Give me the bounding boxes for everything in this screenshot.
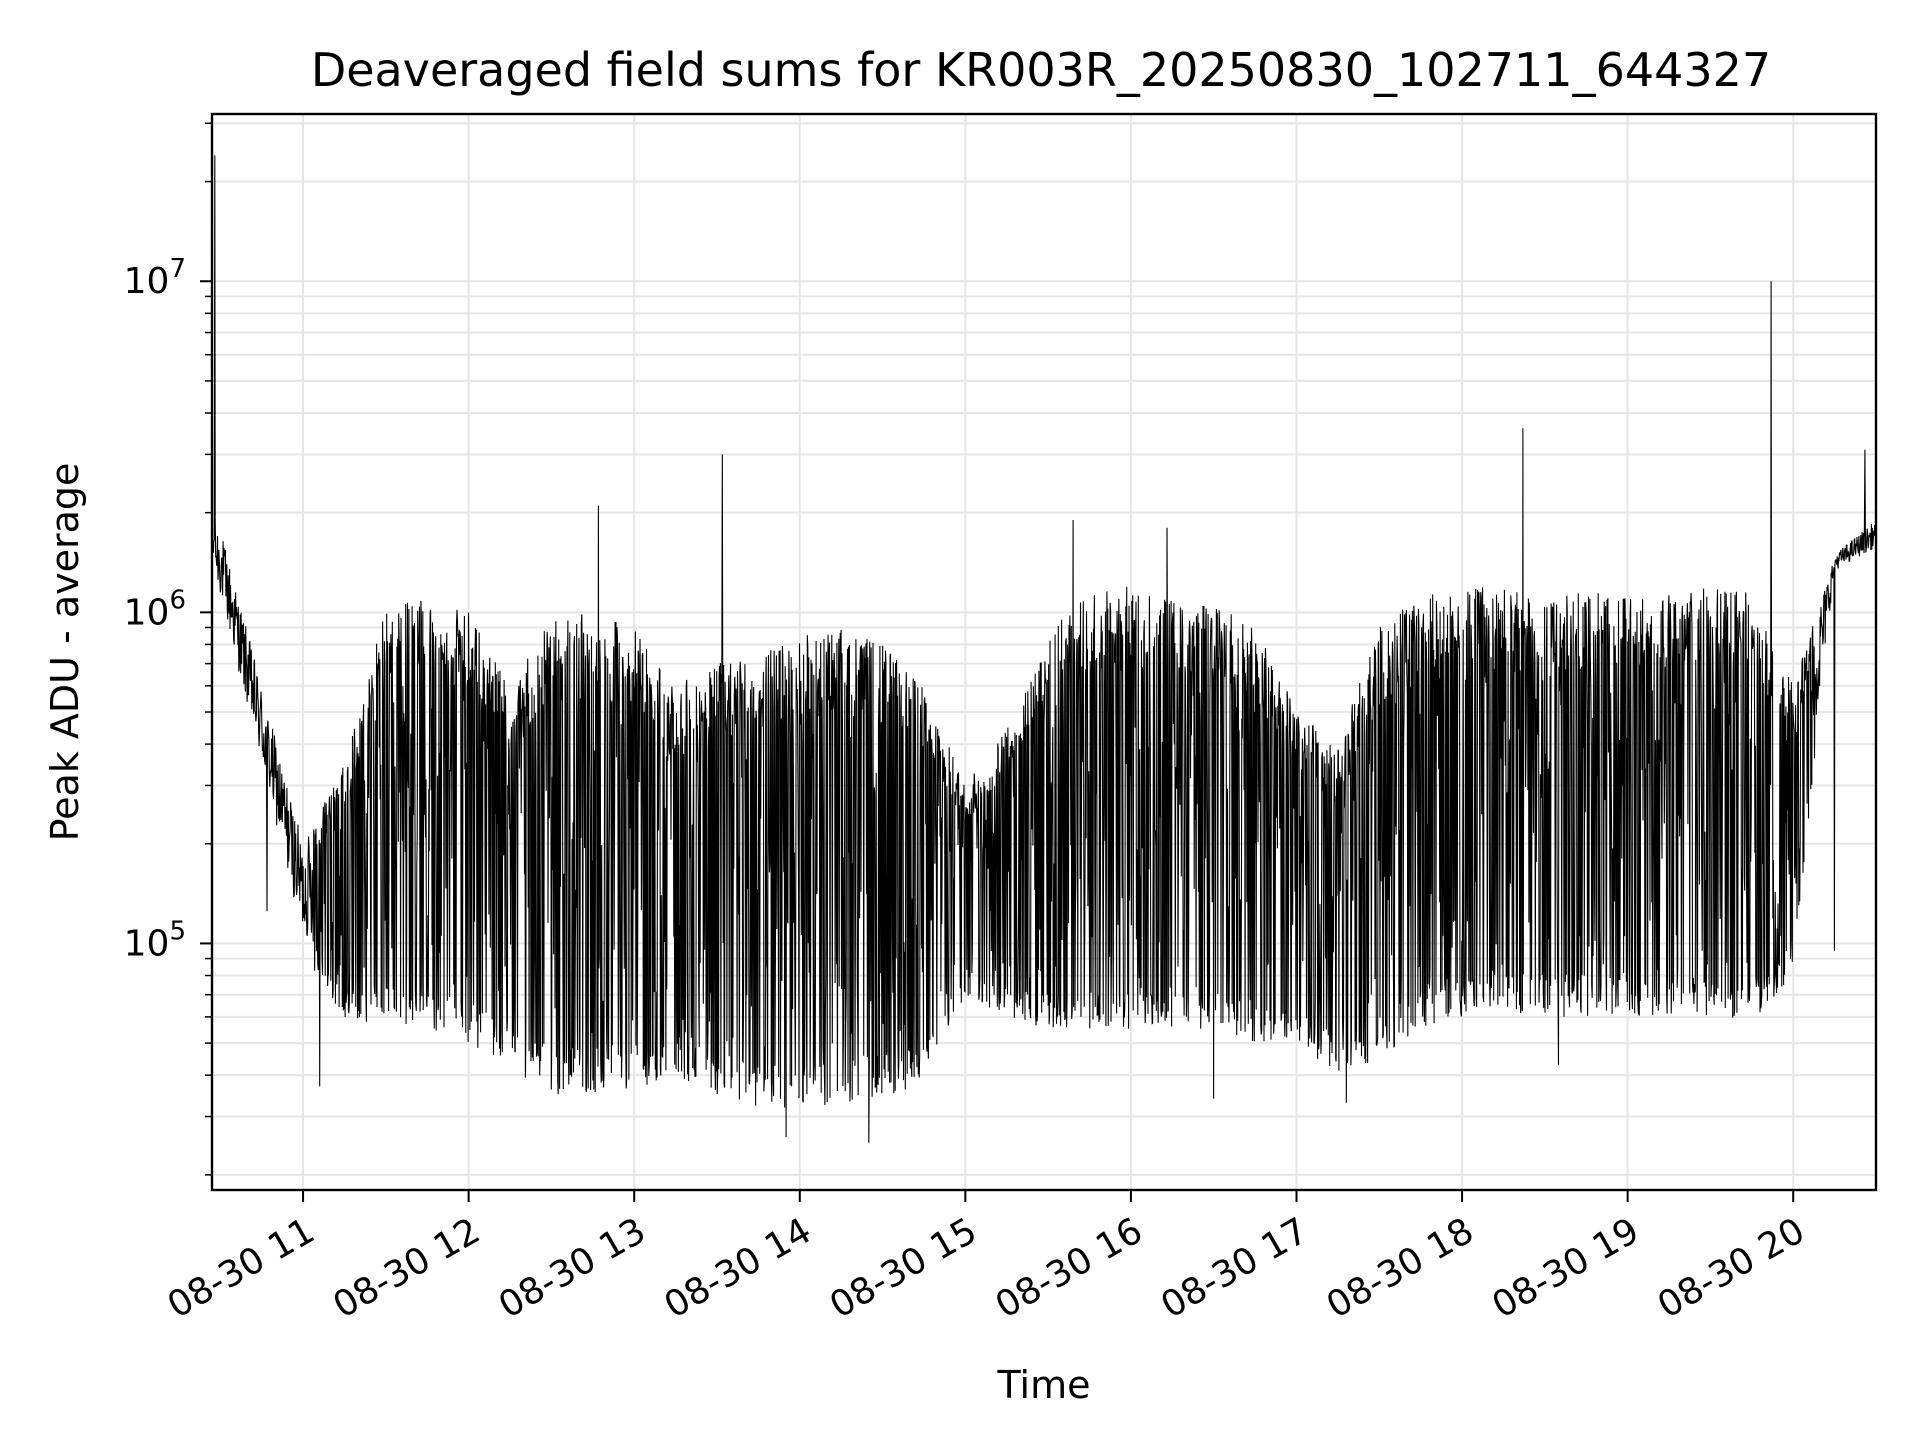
x-axis-label: Time — [997, 1363, 1091, 1407]
y-tick-label: 105 — [124, 916, 186, 964]
y-tick-label: 107 — [124, 254, 186, 302]
chart-title: Deaveraged field sums for KR003R_2025083… — [311, 43, 1771, 97]
data-series — [212, 155, 1876, 1143]
y-tick-label: 106 — [124, 585, 186, 633]
plot-area-frame — [210, 112, 1878, 1192]
y-axis-label: Peak ADU - average — [43, 463, 87, 842]
series-line — [212, 155, 1876, 1143]
